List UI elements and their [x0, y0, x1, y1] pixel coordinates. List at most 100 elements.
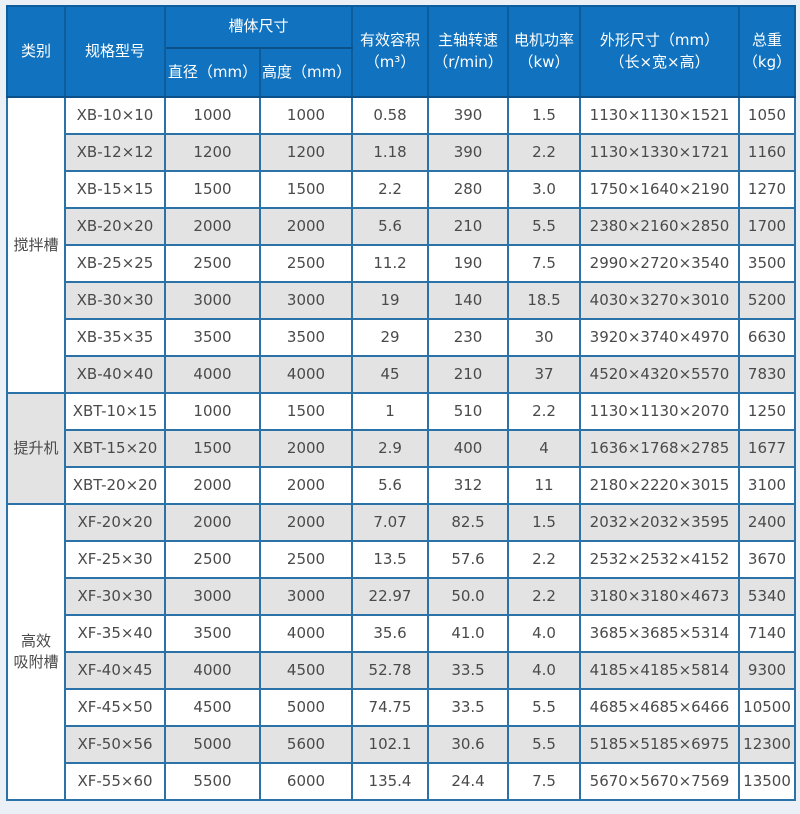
table-cell: 4000 [258, 614, 354, 653]
table-cell: 22.97 [351, 577, 430, 616]
header-dimensions: 外形尺寸（mm） （长×宽×高） [579, 5, 741, 98]
table-row: XF-30×30 3000 3000 22.97 50.0 2.2 3180×3180×46… [7, 577, 797, 616]
table-cell: 2.2 [507, 392, 582, 431]
table-cell: XB-40×40 [64, 355, 166, 394]
category-cell: 搅拌槽 [6, 96, 66, 394]
table-cell: 7.07 [351, 503, 430, 542]
table-row: XB-30×30 3000 3000 19 140 18.5 4030×3270×3010 5… [7, 281, 797, 320]
table-cell: XB-12×12 [64, 133, 166, 172]
table-cell: 3500 [738, 244, 797, 283]
table-cell: 24.4 [427, 762, 510, 801]
table-row: 高效 吸附槽 XF-20×20 2000 2000 7.07 82.5 1.5 2032×20… [6, 503, 797, 801]
table-cell: 1677 [738, 429, 797, 468]
table-cell: XF-35×40 [64, 614, 166, 653]
table-cell: 45 [351, 355, 430, 394]
table-row: XF-40×45 4000 4500 52.78 33.5 4.0 4185×4185×58… [7, 651, 797, 690]
table-cell: 1000 [164, 392, 261, 431]
table-cell: 41.0 [427, 614, 510, 653]
table-cell: 5.5 [507, 207, 582, 246]
table-cell: 18.5 [507, 281, 582, 320]
table-cell: 37 [507, 355, 582, 394]
header-diameter: 直径（mm） [164, 47, 261, 98]
table-cell: 210 [427, 207, 510, 246]
spec-table: 类别 规格型号 槽体尺寸 有效容积 （m³） 主轴转速 （r/min） 电机功率… [6, 5, 797, 801]
table-cell: 2000 [258, 429, 354, 468]
table-cell: 33.5 [427, 688, 510, 727]
table-cell: 1160 [738, 133, 797, 172]
table-cell: XBT-20×20 [64, 466, 166, 505]
table-cell: 2.2 [507, 540, 582, 579]
table-cell: 5340 [738, 577, 797, 616]
table-cell: 1500 [258, 392, 354, 431]
table-row: XB-12×12 1200 1200 1.18 390 2.2 1130×1330×1721… [7, 133, 797, 172]
table-cell: 4185×4185×5814 [579, 651, 741, 690]
table-cell: XF-20×20 [64, 503, 166, 542]
table-cell: 4.0 [507, 614, 582, 653]
table-cell: 3670 [738, 540, 797, 579]
table-cell: 2532×2532×4152 [579, 540, 741, 579]
table-cell: XF-55×60 [64, 762, 166, 801]
table-cell: 9300 [738, 651, 797, 690]
table-cell: XF-50×56 [64, 725, 166, 764]
table-cell: 210 [427, 355, 510, 394]
table-cell: 1.18 [351, 133, 430, 172]
table-cell: 1700 [738, 207, 797, 246]
header-power: 电机功率 （kw） [507, 5, 582, 98]
table-cell: 2000 [258, 207, 354, 246]
table-cell: XB-25×25 [64, 244, 166, 283]
table-cell: 4.0 [507, 651, 582, 690]
table-cell: 5500 [164, 762, 261, 801]
table-cell: 2000 [164, 466, 261, 505]
table-cell: 74.75 [351, 688, 430, 727]
table-cell: 1050 [738, 96, 797, 135]
table-cell: 3.0 [507, 170, 582, 209]
table-cell: 1200 [258, 133, 354, 172]
table-cell: 82.5 [427, 503, 510, 542]
table-cell: 5.5 [507, 725, 582, 764]
table-cell: 1 [351, 392, 430, 431]
table-cell: 5.5 [507, 688, 582, 727]
table-row: 提升机 XBT-10×15 1000 1500 1 510 2.2 1130×1130×207… [6, 392, 797, 505]
table-cell: XF-45×50 [64, 688, 166, 727]
table-cell: 1500 [164, 170, 261, 209]
table-cell: 30.6 [427, 725, 510, 764]
table-cell: 2400 [738, 503, 797, 542]
table-cell: 4 [507, 429, 582, 468]
table-row: XF-50×56 5000 5600 102.1 30.6 5.5 5185×5185×69… [7, 725, 797, 764]
table-cell: 390 [427, 96, 510, 135]
table-cell: 4685×4685×6466 [579, 688, 741, 727]
table-row: XF-25×30 2500 2500 13.5 57.6 2.2 2532×2532×415… [7, 540, 797, 579]
table-cell: 3685×3685×5314 [579, 614, 741, 653]
table-cell: 2500 [258, 244, 354, 283]
table-cell: 1250 [738, 392, 797, 431]
table-cell: 1500 [258, 170, 354, 209]
table-cell: 5000 [164, 725, 261, 764]
table-cell: 0.58 [351, 96, 430, 135]
table-cell: 390 [427, 133, 510, 172]
table-cell: 2180×2220×3015 [579, 466, 741, 505]
table-cell: 1.5 [507, 96, 582, 135]
table-cell: 4520×4320×5570 [579, 355, 741, 394]
table-cell: 4000 [164, 355, 261, 394]
table-cell: 312 [427, 466, 510, 505]
table-cell: 13.5 [351, 540, 430, 579]
table-cell: 2000 [164, 207, 261, 246]
table-cell: 19 [351, 281, 430, 320]
table-cell: 3000 [258, 577, 354, 616]
table-cell: 11 [507, 466, 582, 505]
table-cell: XB-30×30 [64, 281, 166, 320]
table-cell: 3000 [164, 281, 261, 320]
table-cell: 2.9 [351, 429, 430, 468]
category-cell: 提升机 [6, 392, 66, 505]
table-cell: 4500 [164, 688, 261, 727]
table-cell: 2500 [164, 244, 261, 283]
table-cell: 3920×3740×4970 [579, 318, 741, 357]
table-cell: 1000 [164, 96, 261, 135]
table-cell: 4030×3270×3010 [579, 281, 741, 320]
table-cell: 7.5 [507, 244, 582, 283]
header-category: 类别 [6, 5, 66, 98]
table-cell: 1130×1130×2070 [579, 392, 741, 431]
table-cell: 1636×1768×2785 [579, 429, 741, 468]
table-cell: 57.6 [427, 540, 510, 579]
table-cell: 1200 [164, 133, 261, 172]
